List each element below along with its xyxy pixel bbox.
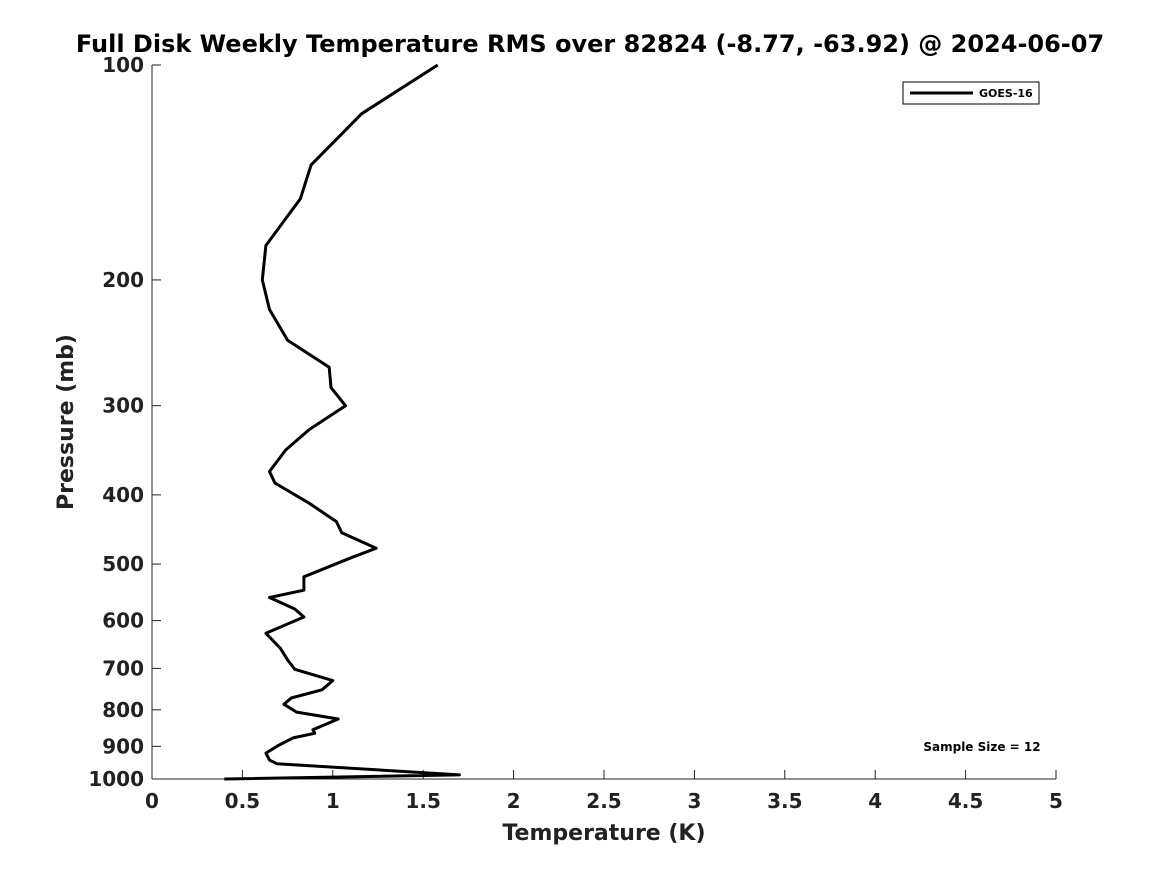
x-tick-label: 4.5 bbox=[948, 789, 983, 813]
chart-title: Full Disk Weekly Temperature RMS over 82… bbox=[76, 30, 1104, 58]
x-tick-label: 3 bbox=[687, 789, 701, 813]
y-tick-label: 900 bbox=[102, 734, 144, 758]
legend-label-goes-16: GOES-16 bbox=[979, 87, 1033, 100]
x-tick-label: 0.5 bbox=[225, 789, 260, 813]
y-axis-label: Pressure (mb) bbox=[54, 334, 79, 510]
x-tick-label: 4 bbox=[868, 789, 882, 813]
y-tick-label: 700 bbox=[102, 656, 144, 680]
x-tick-label: 2 bbox=[507, 789, 521, 813]
y-tick-label: 1000 bbox=[88, 767, 144, 791]
sample-size-annotation: Sample Size = 12 bbox=[923, 740, 1040, 754]
y-tick-label: 400 bbox=[102, 483, 144, 507]
x-axis-ticks: 0 0.5 1 1.5 2 2.5 3 3.5 4 4.5 5 bbox=[145, 770, 1063, 813]
x-tick-label: 0 bbox=[145, 789, 159, 813]
series-line-goes-16 bbox=[224, 63, 461, 781]
legend: GOES-16 bbox=[902, 81, 1040, 105]
y-tick-label: 600 bbox=[102, 609, 144, 633]
x-tick-label: 3.5 bbox=[767, 789, 802, 813]
y-axis-ticks: 100 200 300 400 500 600 700 800 900 1000 bbox=[88, 53, 161, 791]
y-tick-label: 100 bbox=[102, 53, 144, 77]
y-tick-label: 500 bbox=[102, 552, 144, 576]
y-tick-label: 200 bbox=[102, 268, 144, 292]
x-tick-label: 2.5 bbox=[586, 789, 621, 813]
x-tick-label: 1 bbox=[326, 789, 340, 813]
x-tick-label: 1.5 bbox=[405, 789, 440, 813]
y-tick-label: 800 bbox=[102, 698, 144, 722]
x-axis-label: Temperature (K) bbox=[502, 821, 705, 846]
series-layer bbox=[224, 63, 461, 781]
y-tick-label: 300 bbox=[102, 394, 144, 418]
x-tick-label: 5 bbox=[1049, 789, 1063, 813]
